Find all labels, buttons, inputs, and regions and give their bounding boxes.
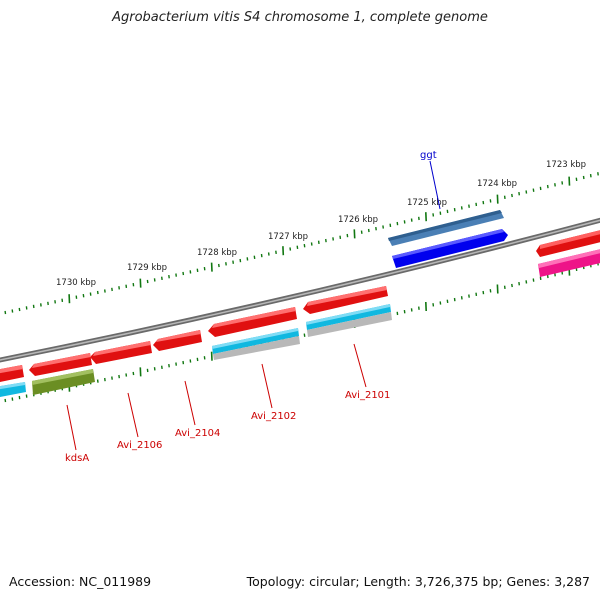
kbp-label-1730: 1730 kbp bbox=[56, 278, 96, 288]
gene-cyan-2102[interactable] bbox=[212, 328, 300, 360]
leader-avi-2101 bbox=[353, 343, 367, 388]
kbp-label-1724: 1724 kbp bbox=[477, 179, 517, 189]
outer-ruler-ticks bbox=[4, 172, 599, 315]
gene-right-forward[interactable] bbox=[536, 229, 600, 257]
leader-ggt bbox=[429, 160, 441, 210]
gene-avi-2102[interactable] bbox=[208, 307, 297, 337]
gene-olive-kdsa[interactable] bbox=[32, 369, 95, 395]
gene-label-kdsa[interactable]: kdsA bbox=[65, 453, 89, 464]
leader-avi-2106 bbox=[127, 392, 139, 438]
gene-label-avi-2104[interactable]: Avi_2104 bbox=[175, 428, 220, 439]
gene-label-avi-2101[interactable]: Avi_2101 bbox=[345, 390, 390, 401]
gene-avi-2101[interactable] bbox=[303, 286, 388, 314]
gene-right-magenta[interactable] bbox=[538, 248, 600, 277]
leader-avi-2104 bbox=[184, 380, 196, 426]
gene-avi-2104[interactable] bbox=[153, 330, 202, 351]
gene-ggt-steel[interactable] bbox=[388, 210, 504, 246]
gene-label-ggt[interactable]: ggt bbox=[420, 150, 437, 161]
leader-kdsa bbox=[66, 404, 77, 451]
accession-text: Accession: NC_011989 bbox=[9, 574, 152, 589]
map-title: Agrobacterium vitis S4 chromosome 1, com… bbox=[112, 10, 488, 25]
kbp-label-1725: 1725 kbp bbox=[407, 198, 447, 208]
genome-summary-text: Topology: circular; Length: 3,726,375 bp… bbox=[246, 574, 590, 589]
kbp-label-1729: 1729 kbp bbox=[127, 263, 167, 273]
gene-cyan-2101[interactable] bbox=[306, 304, 392, 337]
kbp-label-1728: 1728 kbp bbox=[197, 248, 237, 258]
kbp-label-1727: 1727 kbp bbox=[268, 232, 308, 242]
backbone-inner-edge bbox=[0, 219, 600, 361]
gene-label-avi-2102[interactable]: Avi_2102 bbox=[251, 411, 296, 422]
gene-left-edge[interactable] bbox=[0, 365, 24, 383]
gene-cyan-left-edge[interactable] bbox=[0, 382, 26, 398]
gene-label-avi-2106[interactable]: Avi_2106 bbox=[117, 440, 162, 451]
gene-ggt-blue[interactable] bbox=[392, 229, 508, 268]
gene-kdsa[interactable] bbox=[29, 353, 92, 376]
kbp-label-1726: 1726 kbp bbox=[338, 215, 378, 225]
gene-avi-2106[interactable] bbox=[90, 341, 152, 364]
leader-avi-2102 bbox=[261, 363, 273, 409]
kbp-label-1723: 1723 kbp bbox=[546, 160, 586, 170]
